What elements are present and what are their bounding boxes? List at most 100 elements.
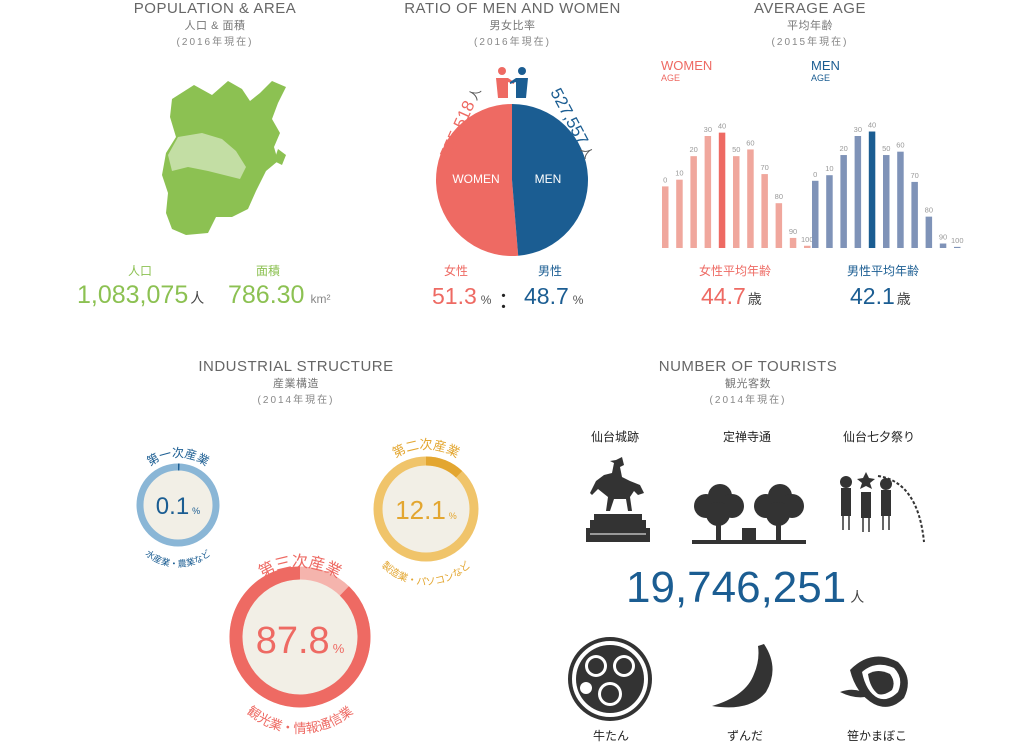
population-title: POPULATION & AREA bbox=[133, 0, 297, 17]
age-bar-women-100 bbox=[804, 245, 811, 248]
zelkova-trees-icon bbox=[692, 484, 806, 544]
tertiary-desc: 観光業・情報通信業 bbox=[244, 703, 355, 736]
women-percent-unit: % bbox=[480, 293, 492, 307]
horse-statue-icon bbox=[586, 457, 650, 542]
women-percent-value: 51.3 bbox=[432, 283, 477, 309]
women-label: 女性 bbox=[443, 264, 468, 278]
age-tick-women-30: 30 bbox=[704, 125, 712, 134]
tourist-count-unit: 人 bbox=[850, 589, 865, 605]
age-tick-women-0: 0 bbox=[663, 175, 667, 184]
industry-year: (2014年現在) bbox=[257, 395, 335, 406]
industry-title-block: INDUSTRIAL STRUCTURE 産業構造 (2014年現在) bbox=[176, 358, 416, 410]
industry-title-ja: 産業構造 bbox=[273, 378, 319, 390]
age-tick-men-70: 70 bbox=[910, 171, 918, 180]
food-label-sasakama: 笹かまぼこ bbox=[846, 729, 907, 743]
secondary-desc: 製造業・パソコンなど bbox=[379, 559, 473, 589]
ratio-title-block: RATIO OF MEN AND WOMEN 男女比率 (2016年現在) bbox=[385, 0, 640, 52]
handshake-icon bbox=[496, 67, 528, 98]
population-unit: 人 bbox=[190, 290, 205, 306]
men-legend-sub: AGE bbox=[811, 73, 831, 83]
age-tick-women-40: 40 bbox=[718, 122, 726, 131]
tourists-year: (2014年現在) bbox=[709, 395, 787, 406]
men-average: 42.1 歳 bbox=[850, 283, 911, 310]
tertiary-value: 87.8% bbox=[256, 620, 345, 662]
age-title-block: AVERAGE AGE 平均年齢 (2015年現在) bbox=[700, 0, 920, 52]
industry-rings: 0.1% 第一次産業 水産業・農業など 12.1% 第二次産業 製造業・パソコン… bbox=[136, 437, 479, 736]
age-bar-men-0 bbox=[812, 180, 819, 248]
tourist-count: 19,746,251 人 bbox=[626, 563, 864, 613]
age-bar-women-80 bbox=[775, 203, 783, 248]
age-bar-men-70 bbox=[911, 181, 918, 248]
age-tick-men-0: 0 bbox=[813, 170, 817, 179]
women-average: 44.7 歳 bbox=[701, 283, 762, 310]
pie-slice-women bbox=[436, 104, 519, 256]
industry-title: INDUSTRIAL STRUCTURE bbox=[198, 358, 394, 375]
spot-label-jozenji: 定禅寺通 bbox=[722, 430, 771, 444]
spot-label-castle: 仙台城跡 bbox=[590, 430, 639, 444]
primary-value: 0.1% bbox=[156, 493, 200, 520]
women-average-label: 女性平均年齢 bbox=[698, 264, 771, 278]
population-title-ja: 人口 & 面積 bbox=[184, 20, 246, 32]
age-tick-women-80: 80 bbox=[775, 192, 783, 201]
area-number: 786.30 bbox=[228, 281, 305, 309]
men-legend: MEN AGE bbox=[811, 58, 840, 83]
ratio-title-ja: 男女比率 bbox=[489, 20, 536, 32]
women-percent: 51.3% bbox=[432, 283, 491, 310]
ratio-title: RATIO OF MEN AND WOMEN bbox=[404, 0, 621, 17]
men-average-unit: 歳 bbox=[896, 291, 911, 307]
ratio-year: (2016年現在) bbox=[474, 37, 551, 48]
age-bar-women-10 bbox=[676, 179, 683, 248]
age-bar-chart: 0 10 20 30 40 50 60 70 80 90 100 0 10 20 30 40 50 60 70 80 9… bbox=[662, 121, 964, 248]
age-bar-men-40 bbox=[868, 131, 876, 248]
women-legend: WOMEN AGE bbox=[661, 58, 712, 83]
ratio-separator: ： bbox=[498, 288, 521, 313]
tertiary-ring-segment bbox=[229, 566, 371, 708]
age-title: AVERAGE AGE bbox=[754, 0, 866, 17]
age-tick-women-90: 90 bbox=[789, 227, 797, 236]
age-tick-men-100: 100 bbox=[951, 236, 964, 245]
age-tick-women-20: 20 bbox=[689, 145, 697, 154]
age-title-ja: 平均年齢 bbox=[787, 20, 833, 32]
age-bar-men-50 bbox=[883, 155, 890, 248]
age-tick-women-50: 50 bbox=[732, 145, 740, 154]
age-bar-men-10 bbox=[826, 175, 833, 248]
women-legend-sub: AGE bbox=[661, 73, 681, 83]
men-legend-title: MEN bbox=[811, 58, 840, 73]
age-tick-men-90: 90 bbox=[939, 233, 947, 242]
women-average-unit: 歳 bbox=[747, 291, 762, 307]
population-title-block: POPULATION & AREA 人口 & 面積 (2016年現在) bbox=[95, 0, 335, 52]
zunda-bean-icon bbox=[712, 644, 773, 708]
age-bar-men-80 bbox=[925, 216, 933, 248]
age-tick-women-10: 10 bbox=[675, 169, 683, 178]
age-bar-men-100 bbox=[954, 246, 961, 248]
men-percent-value: 48.7 bbox=[524, 283, 569, 309]
age-tick-men-50: 50 bbox=[882, 144, 890, 153]
age-tick-women-70: 70 bbox=[760, 163, 768, 172]
food-label-zunda: ずんだ bbox=[726, 729, 763, 743]
age-bar-women-90 bbox=[789, 237, 797, 248]
age-tick-men-30: 30 bbox=[854, 125, 862, 134]
tanabata-icon bbox=[840, 472, 925, 543]
age-tick-men-80: 80 bbox=[925, 206, 933, 215]
food-label-gyutan: 牛たん bbox=[592, 729, 629, 743]
age-bar-women-50 bbox=[733, 156, 740, 248]
age-bar-men-90 bbox=[939, 243, 947, 248]
pie-label-women: WOMEN bbox=[452, 172, 499, 186]
men-percent: 48.7% bbox=[524, 283, 583, 310]
tourists-title-block: NUMBER OF TOURISTS 観光客数 (2014年現在) bbox=[628, 358, 868, 410]
area-value: 786.30 km² bbox=[228, 281, 330, 310]
age-tick-women-60: 60 bbox=[746, 138, 754, 147]
population-value: 1,083,075 人 bbox=[77, 281, 204, 310]
area-label: 面積 bbox=[255, 264, 280, 278]
age-tick-men-10: 10 bbox=[825, 164, 833, 173]
age-tick-men-60: 60 bbox=[896, 141, 904, 150]
pie-label-men: MEN bbox=[535, 172, 562, 186]
tourist-count-value: 19,746,251 bbox=[626, 563, 847, 612]
population-label: 人口 bbox=[127, 264, 152, 278]
age-tick-women-100: 100 bbox=[801, 235, 814, 244]
area-unit: km² bbox=[310, 292, 331, 306]
secondary-ring-segment bbox=[425, 456, 463, 478]
miyagi-map-icon bbox=[162, 81, 286, 235]
age-bar-women-40 bbox=[718, 132, 726, 248]
age-bar-women-70 bbox=[761, 174, 768, 248]
